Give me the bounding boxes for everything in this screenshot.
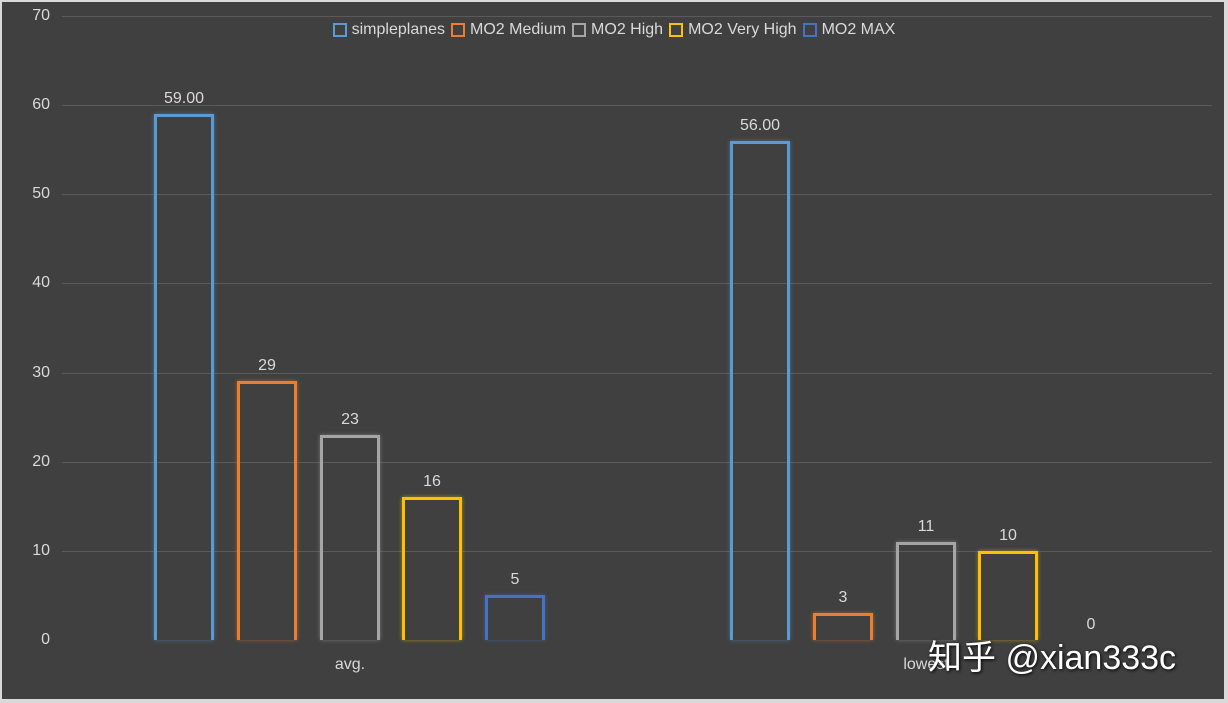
data-label: 0 [1086, 616, 1096, 633]
data-label: 16 [423, 473, 441, 490]
data-label: 23 [341, 411, 359, 428]
legend-item: MO2 MAX [802, 21, 896, 39]
y-tick-label: 40 [32, 274, 50, 291]
legend-label: MO2 High [591, 21, 664, 38]
y-tick-label: 30 [32, 364, 50, 381]
y-tick-label: 60 [32, 96, 50, 113]
gridline [62, 194, 1212, 195]
data-label: 56.00 [739, 117, 781, 134]
legend-item: MO2 Very High [669, 21, 797, 39]
legend-swatch-icon [451, 23, 466, 37]
gridline [62, 462, 1212, 463]
legend-item: MO2 Medium [451, 21, 566, 39]
data-label: 59.00 [163, 90, 205, 107]
legend-swatch-icon [572, 23, 587, 37]
bar [813, 613, 873, 640]
bar [154, 114, 214, 640]
watermark: 知乎 @xian333c [928, 639, 1177, 677]
y-tick-label: 20 [32, 453, 50, 470]
legend-swatch-icon [332, 23, 347, 37]
legend-label: MO2 Very High [688, 21, 797, 38]
bar [237, 381, 297, 640]
legend-swatch-icon [802, 23, 817, 37]
chart-legend: simpleplanes MO2 Medium MO2 High MO2 Very H… [0, 21, 1228, 39]
data-label: 5 [510, 571, 520, 588]
gridline [62, 373, 1212, 374]
data-label: 29 [258, 357, 276, 374]
x-category-label: avg. [334, 656, 366, 673]
legend-item: MO2 High [572, 21, 663, 39]
data-label: 3 [838, 589, 848, 606]
gridline [62, 105, 1212, 106]
bar [730, 141, 790, 640]
data-label: 11 [917, 518, 935, 535]
bar [320, 435, 380, 640]
gridline [62, 16, 1212, 17]
y-tick-label: 70 [32, 7, 50, 24]
bar [485, 595, 545, 640]
bar [402, 497, 462, 640]
y-tick-label: 0 [41, 631, 50, 648]
y-tick-label: 50 [32, 185, 50, 202]
legend-item: simpleplanes [332, 21, 446, 39]
x-category-label: lowest [903, 656, 949, 673]
bar [896, 542, 956, 640]
y-tick-label: 10 [32, 542, 50, 559]
legend-label: MO2 MAX [821, 21, 896, 38]
legend-label: MO2 Medium [470, 21, 567, 38]
gridline [62, 551, 1212, 552]
legend-swatch-icon [669, 23, 684, 37]
gridline [62, 283, 1212, 284]
bar [978, 551, 1038, 640]
data-label: 10 [999, 527, 1017, 544]
legend-label: simpleplanes [351, 21, 446, 38]
